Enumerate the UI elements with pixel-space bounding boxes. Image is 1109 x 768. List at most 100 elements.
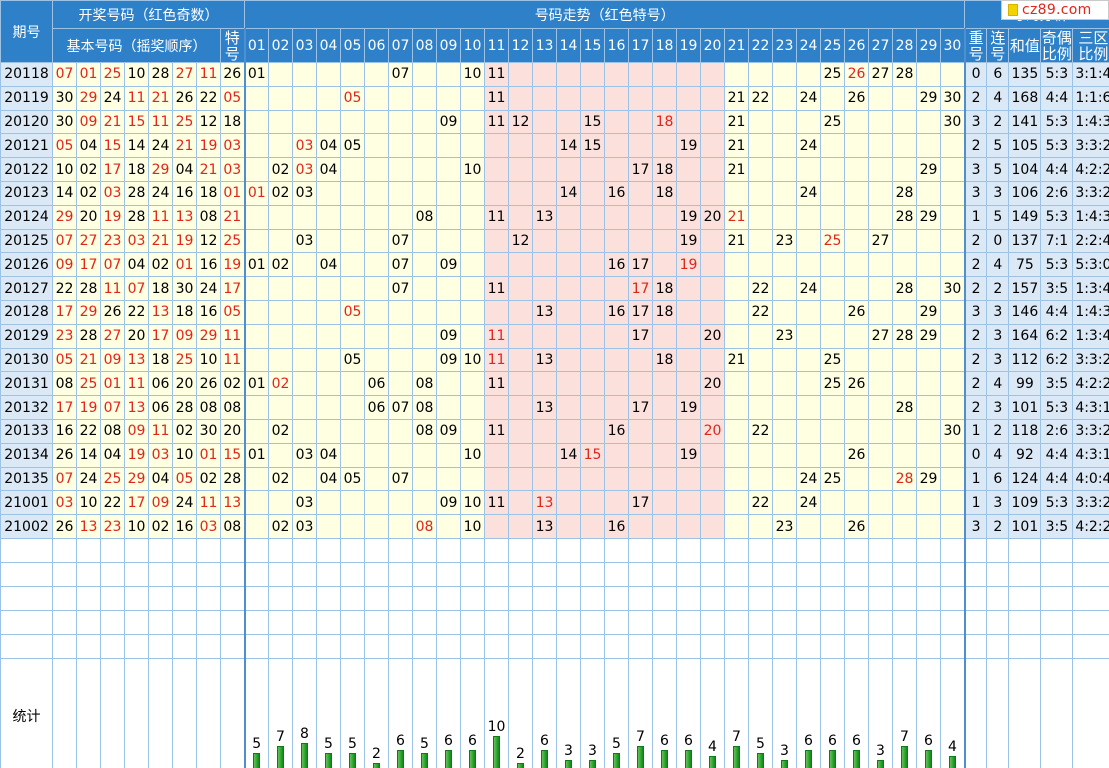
trend-cell (676, 418, 701, 444)
basic-number-cell: 15 (100, 133, 125, 159)
consecutive-cell: 0 (986, 228, 1010, 254)
trend-cell (532, 418, 557, 444)
stats-bar-cell: 6 (796, 657, 821, 768)
period-cell: 20129 (0, 323, 53, 349)
empty-cell (76, 585, 101, 611)
odd-even-cell: 5:3 (1040, 109, 1074, 135)
empty-cell (676, 561, 701, 587)
basic-number-cell: 04 (172, 157, 197, 182)
odd-even-cell: 6:2 (1040, 347, 1074, 373)
trend-cell (580, 514, 605, 539)
consecutive-cell: 4 (986, 252, 1010, 278)
basic-number-cell: 13 (148, 299, 173, 325)
trend-cell: 22 (748, 85, 773, 111)
trend-cell (868, 252, 893, 278)
stats-bar (853, 749, 860, 768)
trend-cell (508, 62, 533, 87)
basic-number-cell: 26 (52, 442, 77, 468)
basic-number-cell: 29 (76, 85, 101, 111)
empty-cell (268, 561, 293, 587)
trend-cell (316, 204, 341, 230)
table-row: 20122 10 02 17 18 29 04 21 03 02 03 04 10 17 18 21 29 3 5 1… (0, 157, 1109, 182)
trend-cell (268, 299, 293, 325)
trend-cell (532, 228, 557, 254)
zone-ratio-cell: 5:3:0 (1072, 252, 1109, 278)
empty-row (0, 537, 1109, 563)
period-cell: 20119 (0, 85, 53, 111)
stats-empty-cell (986, 657, 1010, 768)
consecutive-cell: 4 (986, 85, 1010, 111)
special-number-cell: 08 (220, 395, 245, 420)
basic-number-cell: 07 (52, 466, 77, 492)
period-cell: 21002 (0, 514, 53, 539)
basic-number-cell: 02 (76, 180, 101, 206)
empty-cell (484, 537, 509, 563)
stats-row: 统计 5 7 8 5 5 2 6 5 6 6 10 2 6 3 3 5 7 6 6 4 7 5 3 6 6 6 3 7 6 4 (0, 657, 1109, 768)
site-logo[interactable]: cz89.com (1001, 0, 1109, 20)
odd-even-cell: 3:5 (1040, 514, 1074, 539)
empty-cell (388, 537, 413, 563)
trend-cell (243, 347, 269, 373)
trend-cell: 24 (796, 133, 821, 159)
trend-cell (316, 62, 341, 87)
empty-cell (243, 609, 269, 635)
basic-number-cell: 19 (76, 395, 101, 420)
basic-number-cell: 27 (100, 323, 125, 349)
stats-bar-cell: 4 (939, 657, 966, 768)
basic-number-cell: 08 (196, 204, 221, 230)
empty-cell (292, 609, 317, 635)
trend-cell (556, 347, 581, 373)
trend-cell (700, 466, 725, 492)
empty-row (0, 633, 1109, 659)
basic-number-cell: 13 (172, 204, 197, 230)
stats-count-label: 7 (636, 728, 645, 745)
basic-number-cell: 25 (172, 347, 197, 373)
stats-bar (589, 759, 596, 768)
trend-cell (340, 228, 365, 254)
trend-cell (868, 133, 893, 159)
trend-cell (340, 157, 365, 182)
basic-number-cell: 10 (52, 157, 77, 182)
number-col-19: 19 (676, 28, 701, 63)
empty-cell (796, 585, 821, 611)
basic-number-cell: 03 (124, 228, 149, 254)
empty-cell (820, 633, 845, 659)
zone-ratio-cell: 1:3:4 (1072, 323, 1109, 349)
stats-bar (709, 755, 716, 768)
trend-cell (412, 109, 437, 135)
stats-bar-cell: 8 (292, 657, 317, 768)
basic-number-cell: 19 (124, 442, 149, 468)
trend-cell (268, 85, 293, 111)
number-col-25: 25 (820, 28, 845, 63)
stats-bar (805, 749, 812, 768)
trend-cell: 29 (916, 299, 941, 325)
trend-cell: 13 (532, 490, 557, 516)
trend-cell: 16 (604, 299, 629, 325)
trend-cell: 16 (604, 252, 629, 278)
trend-cell (484, 514, 509, 539)
trend-cell (316, 371, 341, 397)
empty-cell (484, 561, 509, 587)
special-number-cell: 20 (220, 418, 245, 444)
trend-cell: 28 (892, 204, 917, 230)
empty-cell (508, 561, 533, 587)
consecutive-cell: 5 (986, 133, 1010, 159)
trend-cell (700, 490, 725, 516)
special-number-cell: 25 (220, 228, 245, 254)
trend-cell: 01 (243, 442, 269, 468)
trend-cell: 19 (676, 252, 701, 278)
basic-number-cell: 24 (76, 466, 101, 492)
trend-cell (748, 62, 773, 87)
stats-bar-cell: 3 (580, 657, 605, 768)
empty-cell (724, 633, 749, 659)
basic-number-cell: 30 (196, 418, 221, 444)
trend-cell: 05 (340, 466, 365, 492)
empty-cell (963, 561, 988, 587)
stats-count-label: 5 (348, 735, 357, 752)
empty-cell (892, 585, 917, 611)
trend-cell (652, 466, 677, 492)
trend-cell (508, 490, 533, 516)
empty-cell (460, 561, 485, 587)
trend-cell (820, 395, 845, 420)
trend-cell (316, 395, 341, 420)
